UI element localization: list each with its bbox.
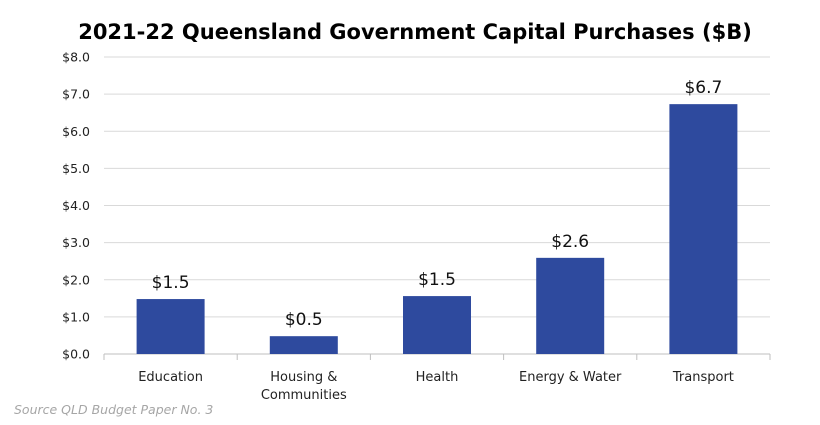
bar — [669, 104, 738, 355]
x-tick-label: Energy & Water — [519, 370, 622, 385]
x-tick-label: Health — [416, 370, 459, 385]
source-note: Source QLD Budget Paper No. 3 — [14, 402, 214, 417]
y-tick-label: $7.0 — [62, 87, 90, 102]
x-tick-label: Transport — [672, 370, 734, 385]
y-tick-label: $4.0 — [62, 198, 90, 213]
chart-title: 2021-22 Queensland Government Capital Pu… — [78, 20, 752, 44]
y-tick-label: $6.0 — [62, 124, 90, 139]
y-tick-label: $8.0 — [62, 50, 90, 65]
y-tick-label: $5.0 — [62, 161, 90, 176]
data-label: $6.7 — [684, 78, 722, 98]
y-tick-label: $1.0 — [62, 309, 90, 324]
x-tick-label: Housing & Communities — [261, 370, 347, 403]
bar — [536, 257, 605, 354]
bar — [403, 296, 471, 354]
data-label: $1.5 — [152, 273, 190, 293]
data-label: $1.5 — [418, 270, 456, 290]
data-label: $2.6 — [551, 232, 589, 252]
x-tick-label: Education — [138, 370, 203, 385]
data-label: $0.5 — [285, 310, 323, 330]
bar — [269, 336, 338, 354]
bar — [136, 299, 205, 354]
y-tick-label: $2.0 — [62, 272, 90, 287]
y-tick-label: $0.0 — [62, 347, 90, 362]
y-tick-label: $3.0 — [62, 235, 90, 250]
